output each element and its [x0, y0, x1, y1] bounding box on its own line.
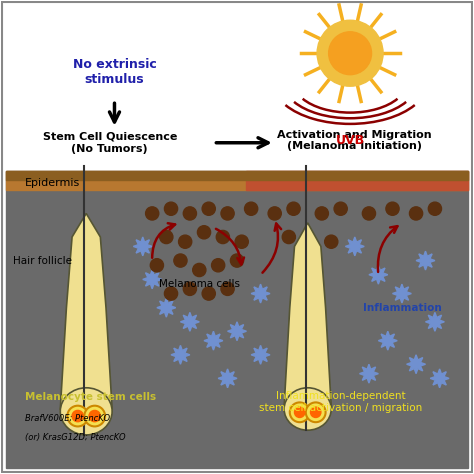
- Circle shape: [315, 207, 328, 220]
- Bar: [6, 171, 468, 190]
- Polygon shape: [392, 284, 411, 303]
- Circle shape: [428, 202, 441, 215]
- Polygon shape: [369, 265, 388, 284]
- Circle shape: [193, 264, 206, 277]
- Circle shape: [211, 259, 225, 272]
- Polygon shape: [204, 331, 223, 350]
- Text: Inflammation: Inflammation: [363, 303, 441, 313]
- Text: Melanocyte stem cells: Melanocyte stem cells: [25, 392, 156, 402]
- Circle shape: [197, 226, 210, 239]
- Polygon shape: [426, 312, 444, 331]
- Circle shape: [146, 207, 159, 220]
- Circle shape: [230, 254, 244, 267]
- Polygon shape: [181, 312, 199, 331]
- Polygon shape: [407, 355, 426, 374]
- Circle shape: [202, 287, 215, 300]
- Circle shape: [72, 410, 83, 422]
- Circle shape: [317, 20, 383, 86]
- Text: Melanoma cells: Melanoma cells: [159, 279, 240, 289]
- Text: UVB: UVB: [336, 134, 365, 147]
- Circle shape: [282, 230, 295, 244]
- Circle shape: [160, 230, 173, 244]
- Polygon shape: [378, 331, 397, 350]
- Circle shape: [290, 402, 310, 422]
- Circle shape: [287, 202, 300, 215]
- Bar: [6, 171, 468, 180]
- Text: BrafV600E; PtencKO: BrafV600E; PtencKO: [25, 414, 110, 423]
- Circle shape: [235, 235, 248, 248]
- Polygon shape: [143, 270, 162, 289]
- Circle shape: [325, 235, 338, 248]
- Circle shape: [179, 235, 192, 248]
- Polygon shape: [430, 369, 449, 388]
- Polygon shape: [251, 346, 270, 364]
- Circle shape: [386, 202, 399, 215]
- Circle shape: [334, 202, 347, 215]
- Polygon shape: [228, 322, 246, 341]
- Text: Hair follicle: Hair follicle: [13, 255, 72, 265]
- Text: (or) KrasG12D; PtencKO: (or) KrasG12D; PtencKO: [25, 433, 126, 442]
- Polygon shape: [133, 237, 152, 256]
- Polygon shape: [60, 213, 112, 409]
- Polygon shape: [246, 171, 468, 190]
- Circle shape: [268, 207, 281, 220]
- Polygon shape: [157, 298, 176, 317]
- Text: No extrinsic
stimulus: No extrinsic stimulus: [73, 58, 156, 86]
- Circle shape: [67, 406, 88, 427]
- Text: Stem Cell Quiescence
(No Tumors): Stem Cell Quiescence (No Tumors): [43, 132, 177, 154]
- Circle shape: [89, 410, 100, 422]
- Circle shape: [306, 402, 326, 422]
- Bar: [6, 171, 468, 468]
- Polygon shape: [171, 346, 190, 364]
- Circle shape: [84, 406, 105, 427]
- Circle shape: [164, 202, 178, 215]
- Polygon shape: [416, 251, 435, 270]
- Circle shape: [183, 282, 197, 295]
- Circle shape: [150, 259, 164, 272]
- Ellipse shape: [60, 388, 112, 435]
- Circle shape: [174, 254, 187, 267]
- Polygon shape: [251, 284, 270, 303]
- Ellipse shape: [284, 388, 331, 430]
- Circle shape: [328, 32, 372, 75]
- Circle shape: [294, 407, 305, 418]
- Polygon shape: [218, 369, 237, 388]
- Polygon shape: [359, 364, 378, 383]
- Circle shape: [164, 287, 178, 300]
- Circle shape: [202, 202, 215, 215]
- Circle shape: [310, 407, 321, 418]
- Circle shape: [362, 207, 375, 220]
- Polygon shape: [346, 237, 364, 256]
- Circle shape: [183, 207, 197, 220]
- Circle shape: [410, 207, 423, 220]
- Circle shape: [216, 230, 229, 244]
- Text: Activation and Migration
(Melanoma Initiation): Activation and Migration (Melanoma Initi…: [277, 129, 432, 151]
- Text: Epidermis: Epidermis: [25, 178, 80, 188]
- Circle shape: [221, 282, 234, 295]
- Circle shape: [221, 207, 234, 220]
- Polygon shape: [284, 223, 331, 407]
- Text: Inflammation-dependent
stem cell activation / migration: Inflammation-dependent stem cell activat…: [259, 391, 422, 413]
- Circle shape: [245, 202, 258, 215]
